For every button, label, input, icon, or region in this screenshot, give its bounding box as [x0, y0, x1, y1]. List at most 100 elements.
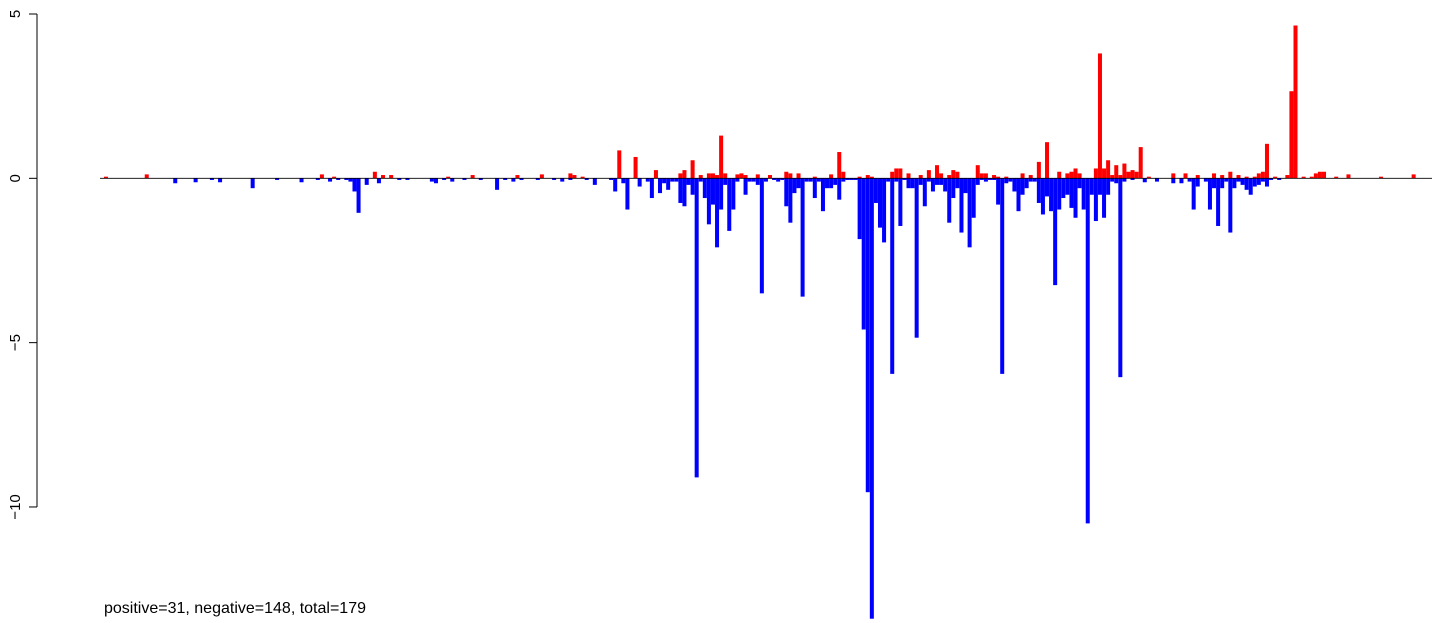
negative-bar — [1130, 178, 1135, 180]
negative-bar — [519, 178, 524, 180]
negative-bar — [715, 178, 720, 248]
positive-bar — [1313, 173, 1318, 179]
negative-bar — [478, 178, 483, 180]
negative-bar — [1244, 178, 1249, 190]
negative-bar — [678, 178, 683, 203]
negative-bar — [1061, 178, 1066, 199]
negative-bar — [759, 178, 764, 294]
negative-bar — [796, 178, 801, 189]
negative-bar — [926, 178, 931, 182]
positive-bar — [735, 174, 740, 179]
negative-bar — [433, 178, 438, 184]
positive-bar — [979, 173, 984, 179]
negative-bar — [1053, 178, 1058, 286]
negative-bar — [336, 178, 341, 180]
negative-bar — [914, 178, 919, 338]
summary-caption: positive=31, negative=148, total=179 — [104, 600, 366, 617]
negative-bar — [376, 178, 381, 184]
positive-bar — [1093, 168, 1098, 179]
negative-bar — [979, 178, 984, 180]
negative-bar — [808, 178, 813, 182]
negative-bar — [853, 178, 858, 180]
positive-bar — [1118, 175, 1123, 179]
positive-bar — [572, 175, 577, 179]
positive-bar — [788, 173, 793, 179]
negative-bar — [992, 178, 997, 180]
negative-bar — [356, 178, 361, 213]
negative-bar — [1085, 178, 1090, 524]
positive-bar — [796, 173, 801, 179]
positive-bar — [1069, 171, 1074, 179]
negative-bar — [1045, 178, 1050, 197]
negative-bar — [1203, 178, 1208, 182]
negative-bar — [352, 178, 357, 192]
positive-bar — [1114, 165, 1119, 179]
negative-bar — [1016, 178, 1021, 212]
positive-bar — [1256, 173, 1261, 179]
positive-bar — [446, 176, 451, 179]
negative-bar — [694, 178, 699, 478]
negative-bar — [209, 178, 214, 180]
positive-bar — [682, 170, 687, 179]
negative-bar — [723, 178, 728, 185]
positive-bar — [1334, 176, 1339, 179]
negative-bar — [996, 178, 1001, 205]
negative-bar — [1081, 178, 1086, 210]
positive-bar — [947, 175, 952, 179]
negative-bar — [727, 178, 732, 231]
negative-bar — [922, 178, 927, 207]
positive-bar — [1183, 173, 1188, 179]
negative-bar — [686, 178, 691, 185]
negative-bar — [898, 178, 903, 226]
negative-bar — [751, 178, 756, 182]
negative-bar — [442, 178, 447, 180]
negative-bar — [820, 178, 825, 212]
negative-bar — [719, 178, 724, 210]
negative-bar — [328, 178, 333, 182]
negative-bar — [1260, 178, 1265, 182]
negative-bar — [963, 178, 968, 194]
negative-bar — [975, 178, 980, 185]
negative-bar — [397, 178, 402, 180]
positive-bar — [1293, 25, 1298, 179]
negative-bar — [780, 178, 785, 180]
positive-bar — [1346, 174, 1351, 179]
negative-bar — [955, 178, 960, 189]
negative-bar — [967, 178, 972, 248]
negative-bar — [1000, 178, 1005, 374]
negative-bar — [1154, 178, 1159, 182]
positive-bar — [739, 173, 744, 179]
positive-bar — [332, 176, 337, 179]
negative-bar — [348, 178, 353, 182]
negative-bar — [1207, 178, 1212, 210]
negative-bar — [1264, 178, 1269, 187]
negative-bar — [702, 178, 707, 199]
negative-bar — [1220, 178, 1225, 189]
positive-bar — [837, 152, 842, 179]
negative-bar — [772, 178, 777, 180]
positive-bar — [372, 171, 377, 179]
negative-bar — [971, 178, 976, 218]
negative-bar — [947, 178, 952, 223]
negative-bar — [682, 178, 687, 207]
positive-bar — [1195, 175, 1200, 179]
negative-bar — [833, 178, 838, 185]
negative-bar — [1142, 178, 1147, 183]
negative-bar — [816, 178, 821, 182]
negative-bar — [1024, 178, 1029, 189]
negative-bar — [621, 178, 626, 184]
positive-bar — [1171, 173, 1176, 179]
negative-bar — [552, 178, 557, 180]
negative-bar — [1122, 178, 1127, 182]
negative-bar — [592, 178, 597, 185]
negative-bar — [315, 178, 320, 180]
positive-bar — [381, 175, 386, 179]
negative-bar — [193, 178, 198, 183]
positive-bar — [580, 176, 585, 179]
positive-bar — [1260, 171, 1265, 179]
positive-bar — [1045, 142, 1050, 179]
negative-bar — [841, 178, 846, 182]
negative-bar — [1187, 178, 1192, 182]
negative-bar — [1040, 178, 1045, 215]
